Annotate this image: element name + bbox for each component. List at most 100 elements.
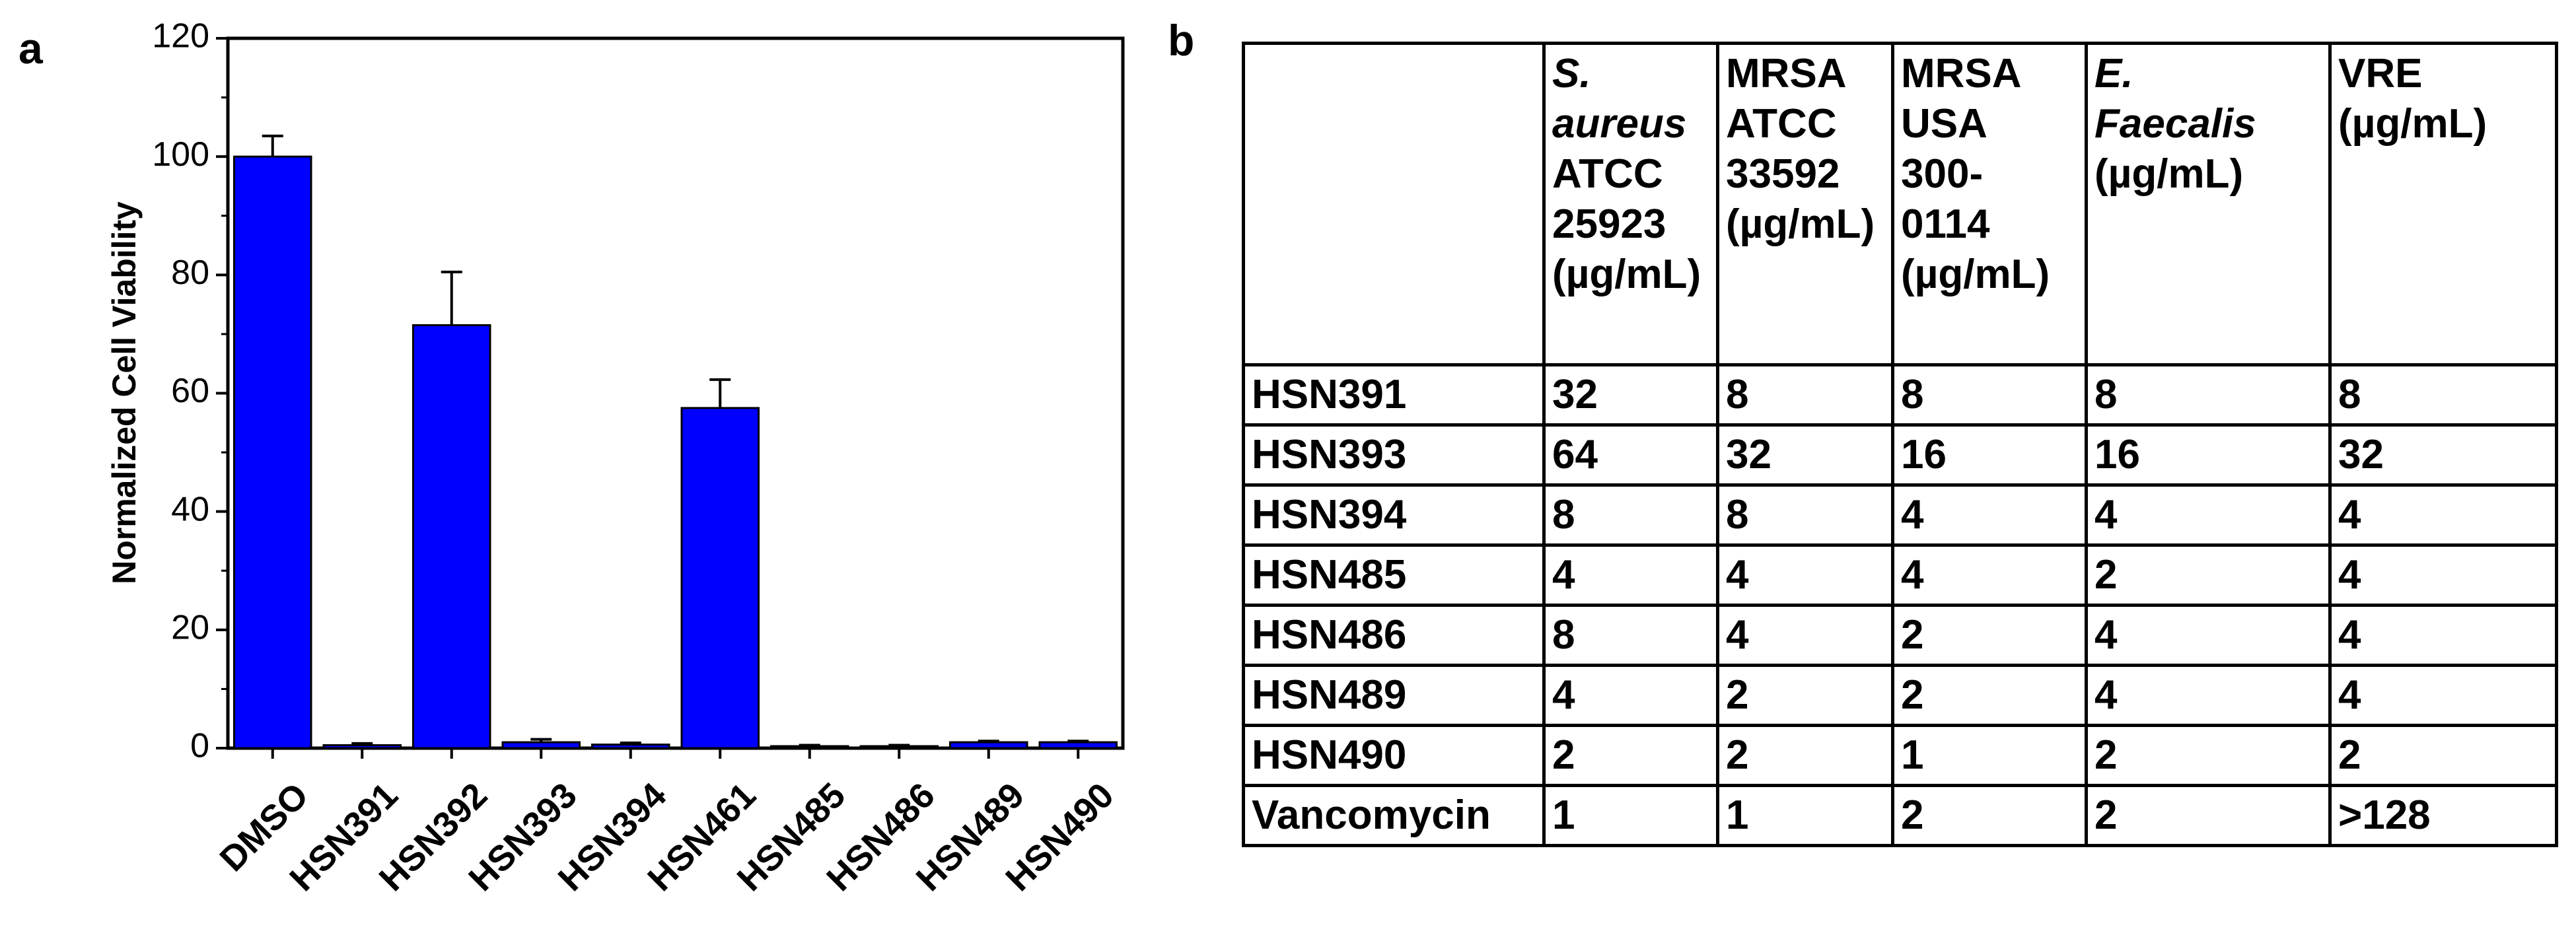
- header-text: (µg/mL): [1552, 252, 1701, 297]
- y-axis-title: Normalized Cell Viability: [106, 201, 143, 584]
- header-text: 300-: [1901, 151, 1984, 197]
- header-cell: VRE (µg/mL): [2328, 42, 2558, 366]
- bar-hsn490: [1038, 741, 1118, 749]
- header-cell: E. Faecalis (µg/mL): [2085, 42, 2332, 366]
- header-text: (µg/mL): [1726, 201, 1875, 247]
- table-row: HSN490 2 2 1 2 2: [1242, 724, 2558, 787]
- header-text: 33592: [1726, 151, 1840, 197]
- header-text: 0114: [1901, 201, 1990, 247]
- header-text: ATCC: [1552, 151, 1663, 197]
- header-text: E.: [2094, 51, 2133, 96]
- header-text: 25923: [1552, 201, 1666, 247]
- mic-value-cell: 1: [1542, 784, 1719, 847]
- mic-value-cell: 1: [1716, 784, 1894, 847]
- row-header-cell: HSN391: [1242, 363, 1546, 427]
- bar-dmso: [233, 155, 312, 749]
- table-row: HSN485 4 4 4 2 4: [1242, 543, 2558, 607]
- table-row: Vancomycin 1 1 2 2 >128: [1242, 784, 2558, 847]
- y-tick-label: 0: [190, 727, 209, 765]
- panel-a-label: a: [18, 24, 43, 73]
- y-tick-label: 100: [152, 135, 209, 174]
- mic-value-cell: 4: [1542, 664, 1719, 727]
- mic-value-cell: 2: [2328, 724, 2558, 787]
- mic-value-cell: 8: [2085, 363, 2332, 427]
- mic-value-cell: 8: [1716, 483, 1894, 547]
- bar-hsn489: [948, 741, 1028, 749]
- mic-value-cell: 4: [1891, 543, 2088, 607]
- mic-value-cell: >128: [2328, 784, 2558, 847]
- table-row: HSN394 8 8 4 4 4: [1242, 483, 2558, 547]
- mic-value-cell: 4: [2328, 664, 2558, 727]
- mic-value-cell: 8: [1716, 363, 1894, 427]
- mic-value-cell: 32: [1542, 363, 1719, 427]
- header-text: (µg/mL): [1901, 252, 2050, 297]
- header-text: VRE: [2338, 51, 2423, 96]
- mic-value-cell: 4: [1542, 543, 1719, 607]
- bar-hsn391: [322, 744, 402, 749]
- y-tick-label: 40: [171, 490, 209, 528]
- table-header-row: S. aureus ATCC 25923 (µg/mL) MRSA ATCC 33592 (µg…: [1242, 42, 2558, 366]
- row-header-cell: HSN393: [1242, 423, 1546, 487]
- mic-value-cell: 8: [1542, 604, 1719, 667]
- mic-value-cell: 32: [1716, 423, 1894, 487]
- header-text: USA: [1901, 101, 1987, 147]
- table-row: HSN391 32 8 8 8 8: [1242, 363, 2558, 427]
- mic-value-cell: 8: [1542, 483, 1719, 547]
- row-header-cell: HSN489: [1242, 664, 1546, 727]
- mic-value-cell: 2: [2085, 724, 2332, 787]
- x-axis-ticks: DMSOHSN391HSN392HSN393HSN394HSN461HSN485…: [212, 748, 1122, 899]
- bar-hsn392: [411, 324, 491, 749]
- mic-value-cell: 4: [2085, 483, 2332, 547]
- bar-series: [233, 134, 1118, 749]
- mic-value-cell: 4: [2328, 483, 2558, 547]
- bar-hsn394: [590, 744, 670, 749]
- header-text: ATCC: [1726, 101, 1837, 147]
- mic-value-cell: 64: [1542, 423, 1719, 487]
- mic-value-cell: 2: [1891, 784, 2088, 847]
- mic-value-cell: 2: [2085, 543, 2332, 607]
- mic-value-cell: 2: [1716, 664, 1894, 727]
- header-text: (µg/mL): [2094, 151, 2244, 197]
- table-row: HSN393 64 32 16 16 32: [1242, 423, 2558, 487]
- table-row: HSN486 8 4 2 4 4: [1242, 604, 2558, 667]
- mic-value-cell: 8: [1891, 363, 2088, 427]
- mic-value-cell: 16: [2085, 423, 2332, 487]
- header-text: Faecalis: [2094, 101, 2256, 147]
- panel-b-label: b: [1168, 16, 1195, 65]
- header-text: (µg/mL): [2338, 101, 2487, 147]
- header-cell: MRSA USA 300- 0114 (µg/mL): [1891, 42, 2088, 366]
- header-text: MRSA: [1901, 51, 2022, 96]
- row-header-cell: HSN394: [1242, 483, 1546, 547]
- y-tick-label: 120: [152, 17, 209, 55]
- mic-value-cell: 16: [1891, 423, 2088, 487]
- mic-value-cell: 1: [1891, 724, 2088, 787]
- mic-value-cell: 4: [2328, 543, 2558, 607]
- row-header-cell: HSN485: [1242, 543, 1546, 607]
- mic-value-cell: 4: [1716, 604, 1894, 667]
- y-axis-ticks: 0 20 40 60 80 100 120: [152, 17, 228, 765]
- mic-value-cell: 2: [1716, 724, 1894, 787]
- plot-frame: [226, 36, 1125, 750]
- mic-value-cell: 32: [2328, 423, 2558, 487]
- y-tick-label: 20: [171, 609, 209, 647]
- bar-hsn461: [680, 407, 760, 749]
- mic-table: S. aureus ATCC 25923 (µg/mL) MRSA ATCC 33592 (µg…: [1242, 42, 2558, 847]
- mic-value-cell: 2: [1891, 664, 2088, 727]
- bar-hsn393: [501, 741, 581, 749]
- header-cell: MRSA ATCC 33592 (µg/mL): [1716, 42, 1894, 366]
- mic-value-cell: 8: [2328, 363, 2558, 427]
- mic-value-cell: 2: [1891, 604, 2088, 667]
- mic-value-cell: 2: [2085, 784, 2332, 847]
- mic-value-cell: 4: [1716, 543, 1894, 607]
- header-cell: [1242, 42, 1546, 366]
- row-header-cell: Vancomycin: [1242, 784, 1546, 847]
- header-text: MRSA: [1726, 51, 1847, 96]
- header-text: aureus: [1552, 101, 1687, 147]
- y-tick-label: 60: [171, 372, 209, 410]
- y-tick-label: 80: [171, 254, 209, 292]
- header-cell: S. aureus ATCC 25923 (µg/mL): [1542, 42, 1719, 366]
- mic-value-cell: 4: [2085, 664, 2332, 727]
- row-header-cell: HSN490: [1242, 724, 1546, 787]
- mic-value-cell: 4: [1891, 483, 2088, 547]
